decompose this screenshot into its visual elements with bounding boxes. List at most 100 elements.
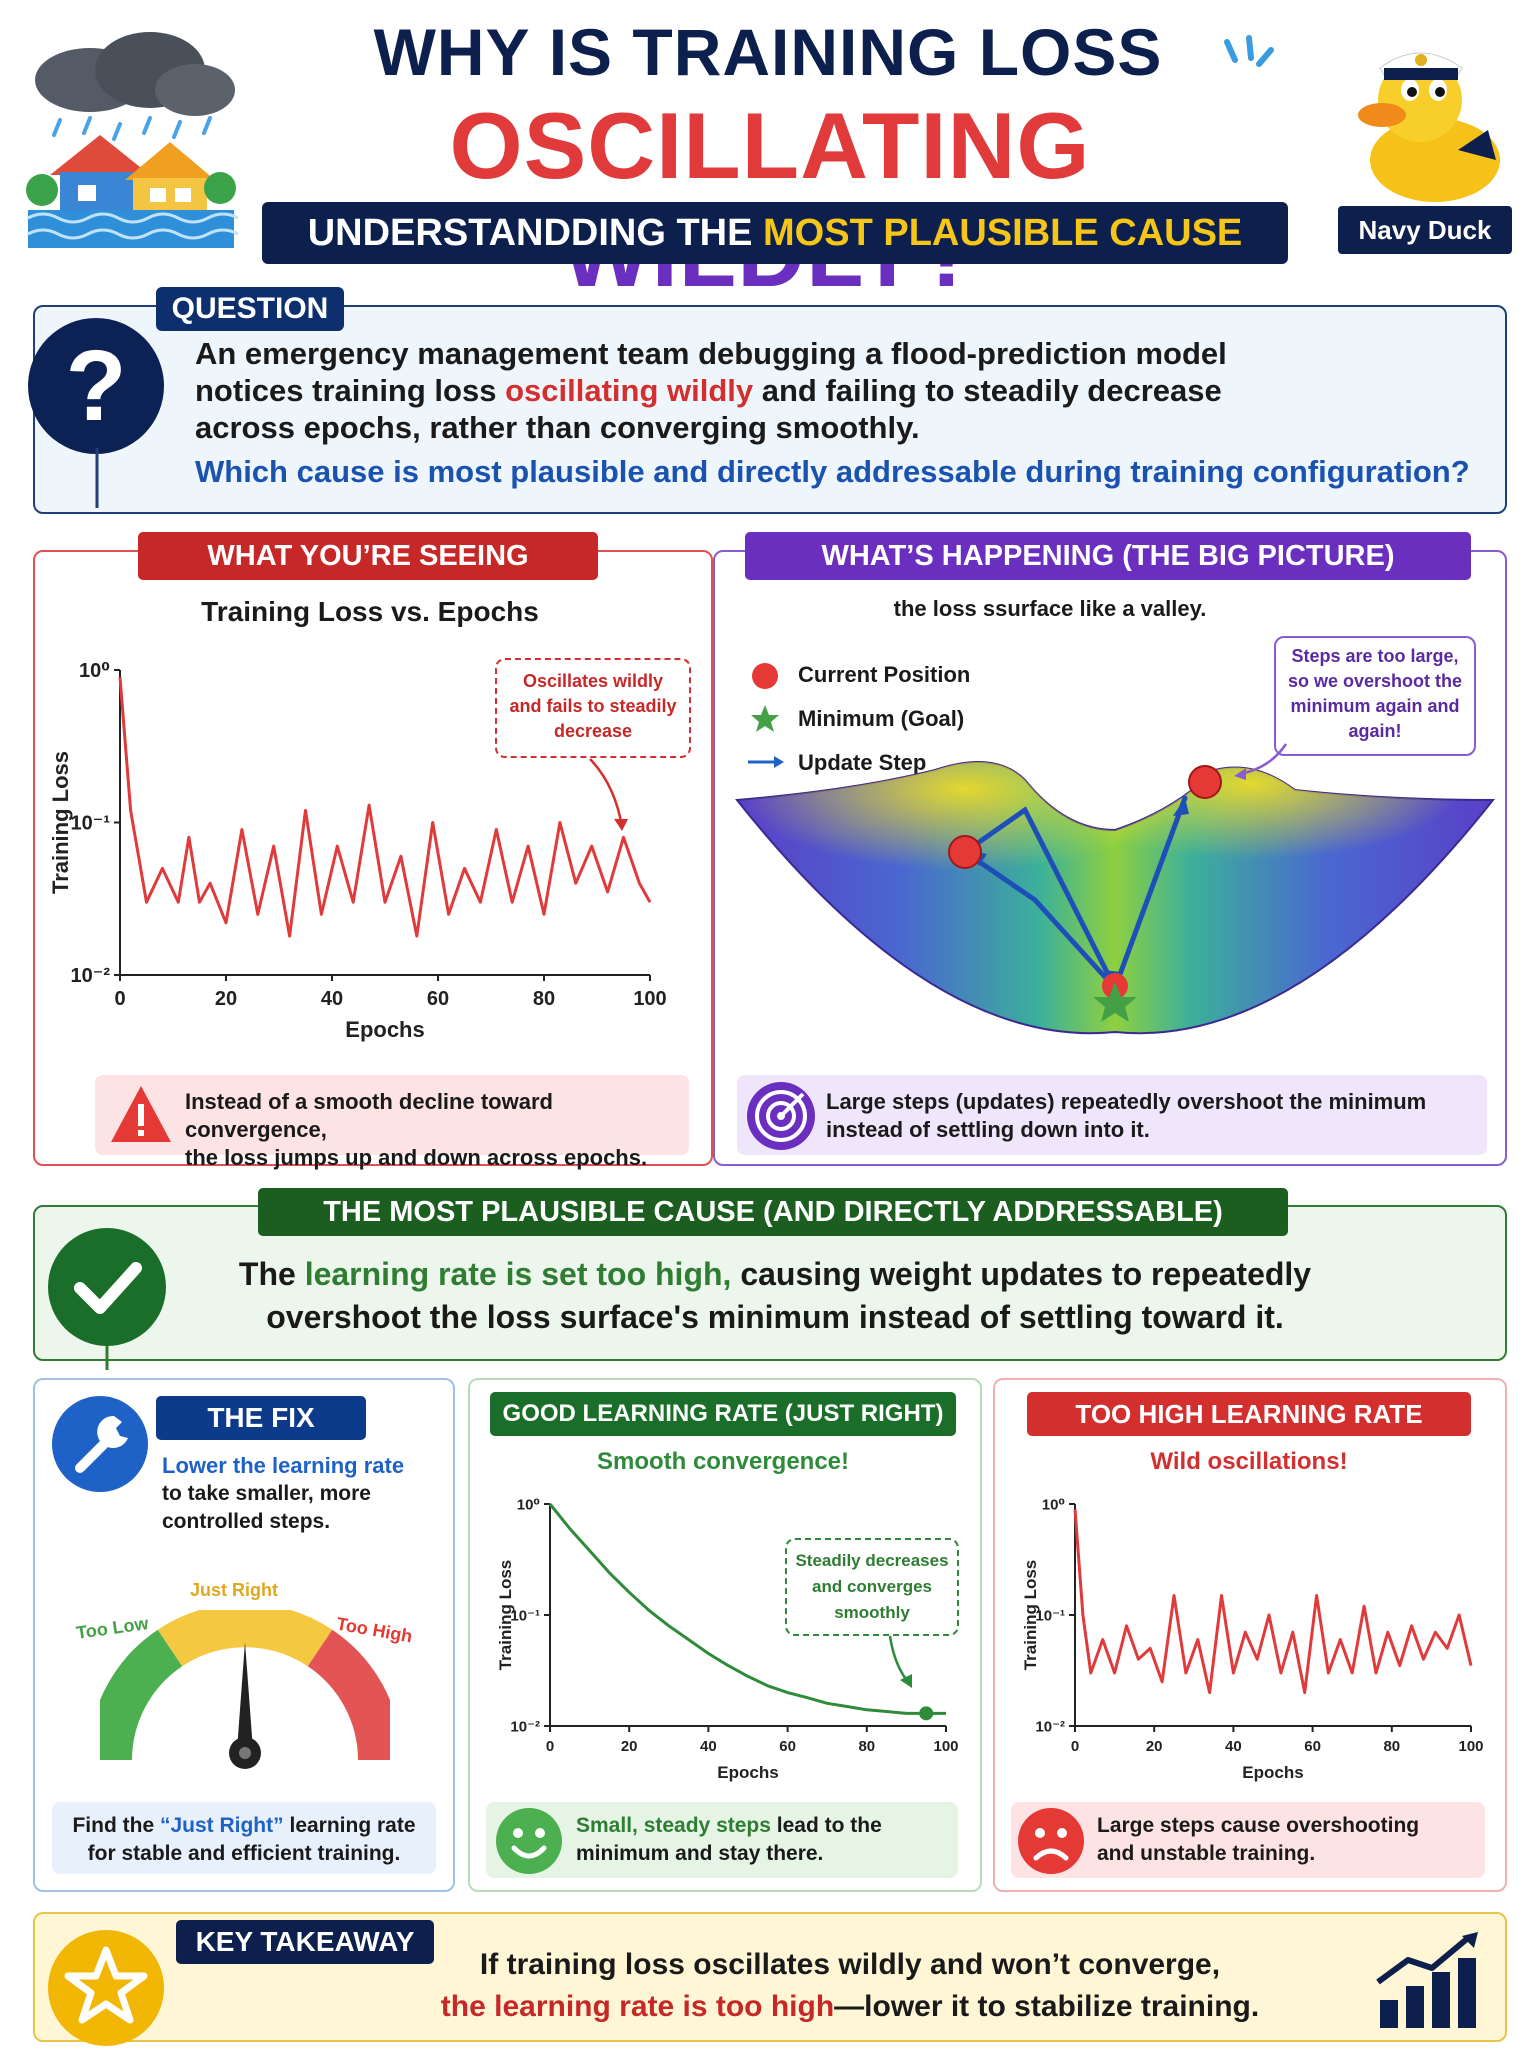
good-lr-subtitle: Smooth convergence! — [596, 1448, 850, 1475]
good-note-a: lead to the — [776, 1814, 882, 1837]
question-text: An emergency management team debugging a… — [195, 335, 1475, 446]
good-note-box — [486, 1802, 958, 1878]
question-prompt: Which cause is most plausible and direct… — [195, 454, 1470, 489]
x-tick-label: 80 — [1383, 1738, 1400, 1755]
fix-note-line2: for stable and efficient training. — [87, 1842, 401, 1865]
happening-tag: WHAT’S HAPPENING (THE BIG PICTURE) — [745, 532, 1471, 580]
fix-text: Lower the learning rate to take smaller,… — [162, 1452, 442, 1536]
bad-note: Large steps cause overshooting and unsta… — [1097, 1812, 1477, 1868]
legend-minimum-star-icon — [751, 705, 779, 732]
seeing-tag: WHAT YOU’RE SEEING — [138, 532, 598, 580]
learning-rate-gauge — [100, 1610, 390, 1769]
seeing-warning-line2: the loss jumps up and down across epochs… — [185, 1145, 648, 1170]
happening-note: Large steps (updates) repeatedly oversho… — [826, 1088, 1476, 1144]
happening-callout-arrow — [1234, 743, 1288, 780]
takeaway-line1: If training loss oscillates wildly and w… — [479, 1948, 1221, 1981]
title-line1: WHY IS TRAINING LOSS — [373, 15, 1163, 89]
bar-chart-growth-icon — [1376, 1932, 1478, 2028]
x-tick-label: 20 — [1146, 1738, 1163, 1755]
x-tick-label: 80 — [533, 988, 555, 1010]
good-callout-line3: smoothly — [834, 1603, 910, 1622]
seeing-warning-line1: Instead of a smooth decline toward conve… — [185, 1089, 553, 1142]
y-axis-label: Training Loss — [48, 751, 73, 894]
question-line2-b: and failing to steadily decrease — [761, 373, 1222, 408]
cause-line1-a: The — [238, 1256, 296, 1292]
flood-houses-illustration — [26, 32, 239, 248]
question-line3: across epochs, rather than converging sm… — [195, 410, 920, 445]
star-icon — [48, 1930, 164, 2046]
question-tag: QUESTION — [156, 287, 344, 331]
valley-caption: the loss ssurface like a valley. — [893, 596, 1207, 621]
x-tick-label: 0 — [1071, 1738, 1079, 1755]
x-tick-label: 60 — [1304, 1738, 1321, 1755]
fix-note-b: learning rate — [289, 1814, 416, 1837]
bad-lr-tag: TOO HIGH LEARNING RATE — [1027, 1392, 1471, 1436]
x-tick-label: 0 — [114, 988, 125, 1010]
good-lr-callout: Steadily decreases and converges smoothl… — [785, 1538, 959, 1636]
bad-lr-chart: 10⁰ 10⁻¹ 10⁻² 0 20 40 60 80 100 Epochs Training Lo… — [1021, 1496, 1484, 1782]
x-tick-label: 20 — [215, 988, 237, 1010]
takeaway-learning-rate: the learning rate is too high — [440, 1990, 835, 2023]
x-axis-label: Epochs — [345, 1017, 424, 1042]
loss-valley-surface — [735, 761, 1495, 1035]
x-axis-label: Epochs — [1242, 1763, 1303, 1782]
question-pointer — [95, 448, 99, 508]
target-icon — [747, 1082, 815, 1150]
legend-update-label: Update Step — [798, 750, 927, 775]
fix-note-box — [52, 1802, 436, 1874]
happening-callout-line4: again! — [1348, 721, 1402, 741]
good-note-line2: minimum and stay there. — [576, 1842, 824, 1865]
good-note-green: Small, steady steps — [576, 1814, 771, 1837]
main-chart-title: Training Loss vs. Epochs — [201, 596, 539, 627]
takeaway-tag: KEY TAKEAWAY — [176, 1920, 434, 1964]
cause-line1: The learning rate is set too high, causi… — [200, 1253, 1350, 1296]
legend-current-marker — [752, 663, 778, 689]
convergence-point — [919, 1706, 934, 1721]
y-tick-label: 10⁰ — [79, 660, 110, 682]
x-tick-label: 0 — [546, 1738, 554, 1755]
happening-callout: Steps are too large, so we overshoot the… — [1274, 636, 1476, 756]
warning-triangle-icon — [111, 1086, 171, 1142]
question-mark-icon: ? — [28, 318, 164, 454]
y-tick-label: 10⁻¹ — [510, 1607, 540, 1624]
good-note: Small, steady steps lead to the minimum … — [576, 1812, 956, 1868]
cause-tag: THE MOST PLAUSIBLE CAUSE (AND DIRECTLY A… — [258, 1188, 1288, 1236]
mascot-label: Navy Duck — [1338, 206, 1512, 254]
takeaway-line2-b: —lower it to stabilize training. — [834, 1990, 1260, 2023]
legend-update-arrow-icon — [748, 756, 784, 768]
loss-series-line — [1073, 1508, 1473, 1695]
seeing-callout-line1: Oscillates wildly — [522, 671, 664, 691]
x-axis-label: Epochs — [717, 1763, 778, 1782]
navy-duck-icon — [1358, 52, 1500, 202]
y-tick-label: 10⁰ — [1042, 1496, 1065, 1513]
good-lr-callout-arrow — [888, 1635, 912, 1688]
y-tick-label: 10⁻¹ — [1035, 1607, 1065, 1624]
x-tick-label: 60 — [779, 1738, 796, 1755]
x-tick-label: 60 — [427, 988, 449, 1010]
x-tick-label: 80 — [858, 1738, 875, 1755]
happening-callout-line1: Steps are too large, — [1291, 646, 1459, 666]
bad-lr-subtitle: Wild oscillations! — [1150, 1448, 1348, 1475]
y-axis-label: Training Loss — [496, 1560, 515, 1671]
happening-callout-line3: minimum again and — [1290, 696, 1460, 716]
question-oscillating: oscillating wildly — [505, 373, 754, 408]
seeing-callout-line3: decrease — [553, 721, 633, 741]
main-loss-chart: 10⁰ 10⁻¹ 10⁻²0 20 40 60 80 100 Epochs Training Lo… — [48, 660, 667, 1042]
takeaway-line2: the learning rate is too high—lower it t… — [420, 1986, 1280, 2028]
bad-note-box — [1011, 1802, 1485, 1878]
cause-line2: overshoot the loss surface's minimum ins… — [266, 1299, 1284, 1335]
sparkle-icon — [1224, 35, 1274, 67]
happening-note-box — [737, 1075, 1487, 1155]
x-tick-label: 40 — [321, 988, 343, 1010]
happening-note-line1: Large steps (updates) repeatedly oversho… — [826, 1089, 1427, 1114]
sad-face-icon — [1018, 1808, 1084, 1874]
y-tick-label: 10⁻² — [71, 965, 111, 987]
fix-note-a: Find the — [72, 1814, 155, 1837]
fix-note: Find the “Just Right” learning rate for … — [52, 1812, 436, 1868]
question-line1: An emergency management team debugging a… — [195, 336, 1227, 371]
fix-line2: to take smaller, more — [162, 1482, 371, 1505]
bad-note-line1: Large steps cause overshooting — [1097, 1814, 1420, 1837]
question-line2-a: notices training loss — [195, 373, 497, 408]
bad-note-line2: and unstable training. — [1097, 1842, 1316, 1865]
y-tick-label: 10⁰ — [517, 1496, 540, 1513]
